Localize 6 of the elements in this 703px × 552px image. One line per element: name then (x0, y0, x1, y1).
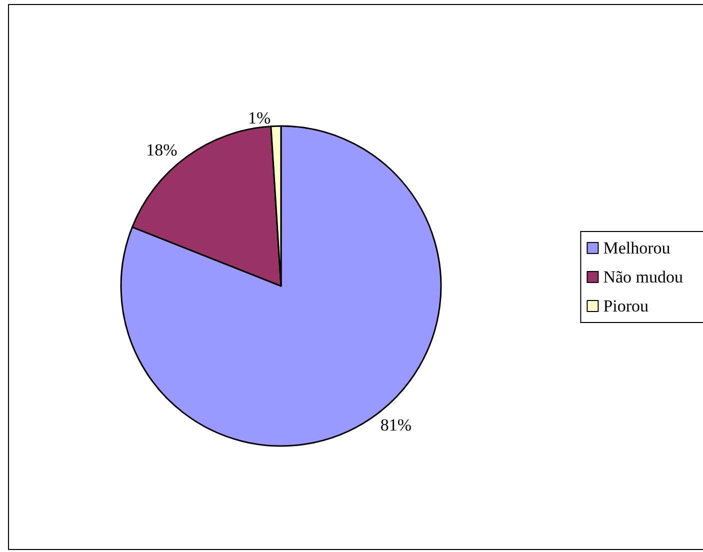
legend-label: Melhorou (603, 238, 671, 258)
data-label: 18% (146, 140, 178, 160)
data-label: 81% (380, 415, 412, 434)
data-label: 1% (248, 108, 271, 128)
legend-label: Não mudou (603, 268, 684, 286)
legend-label: Piorou (603, 296, 650, 316)
